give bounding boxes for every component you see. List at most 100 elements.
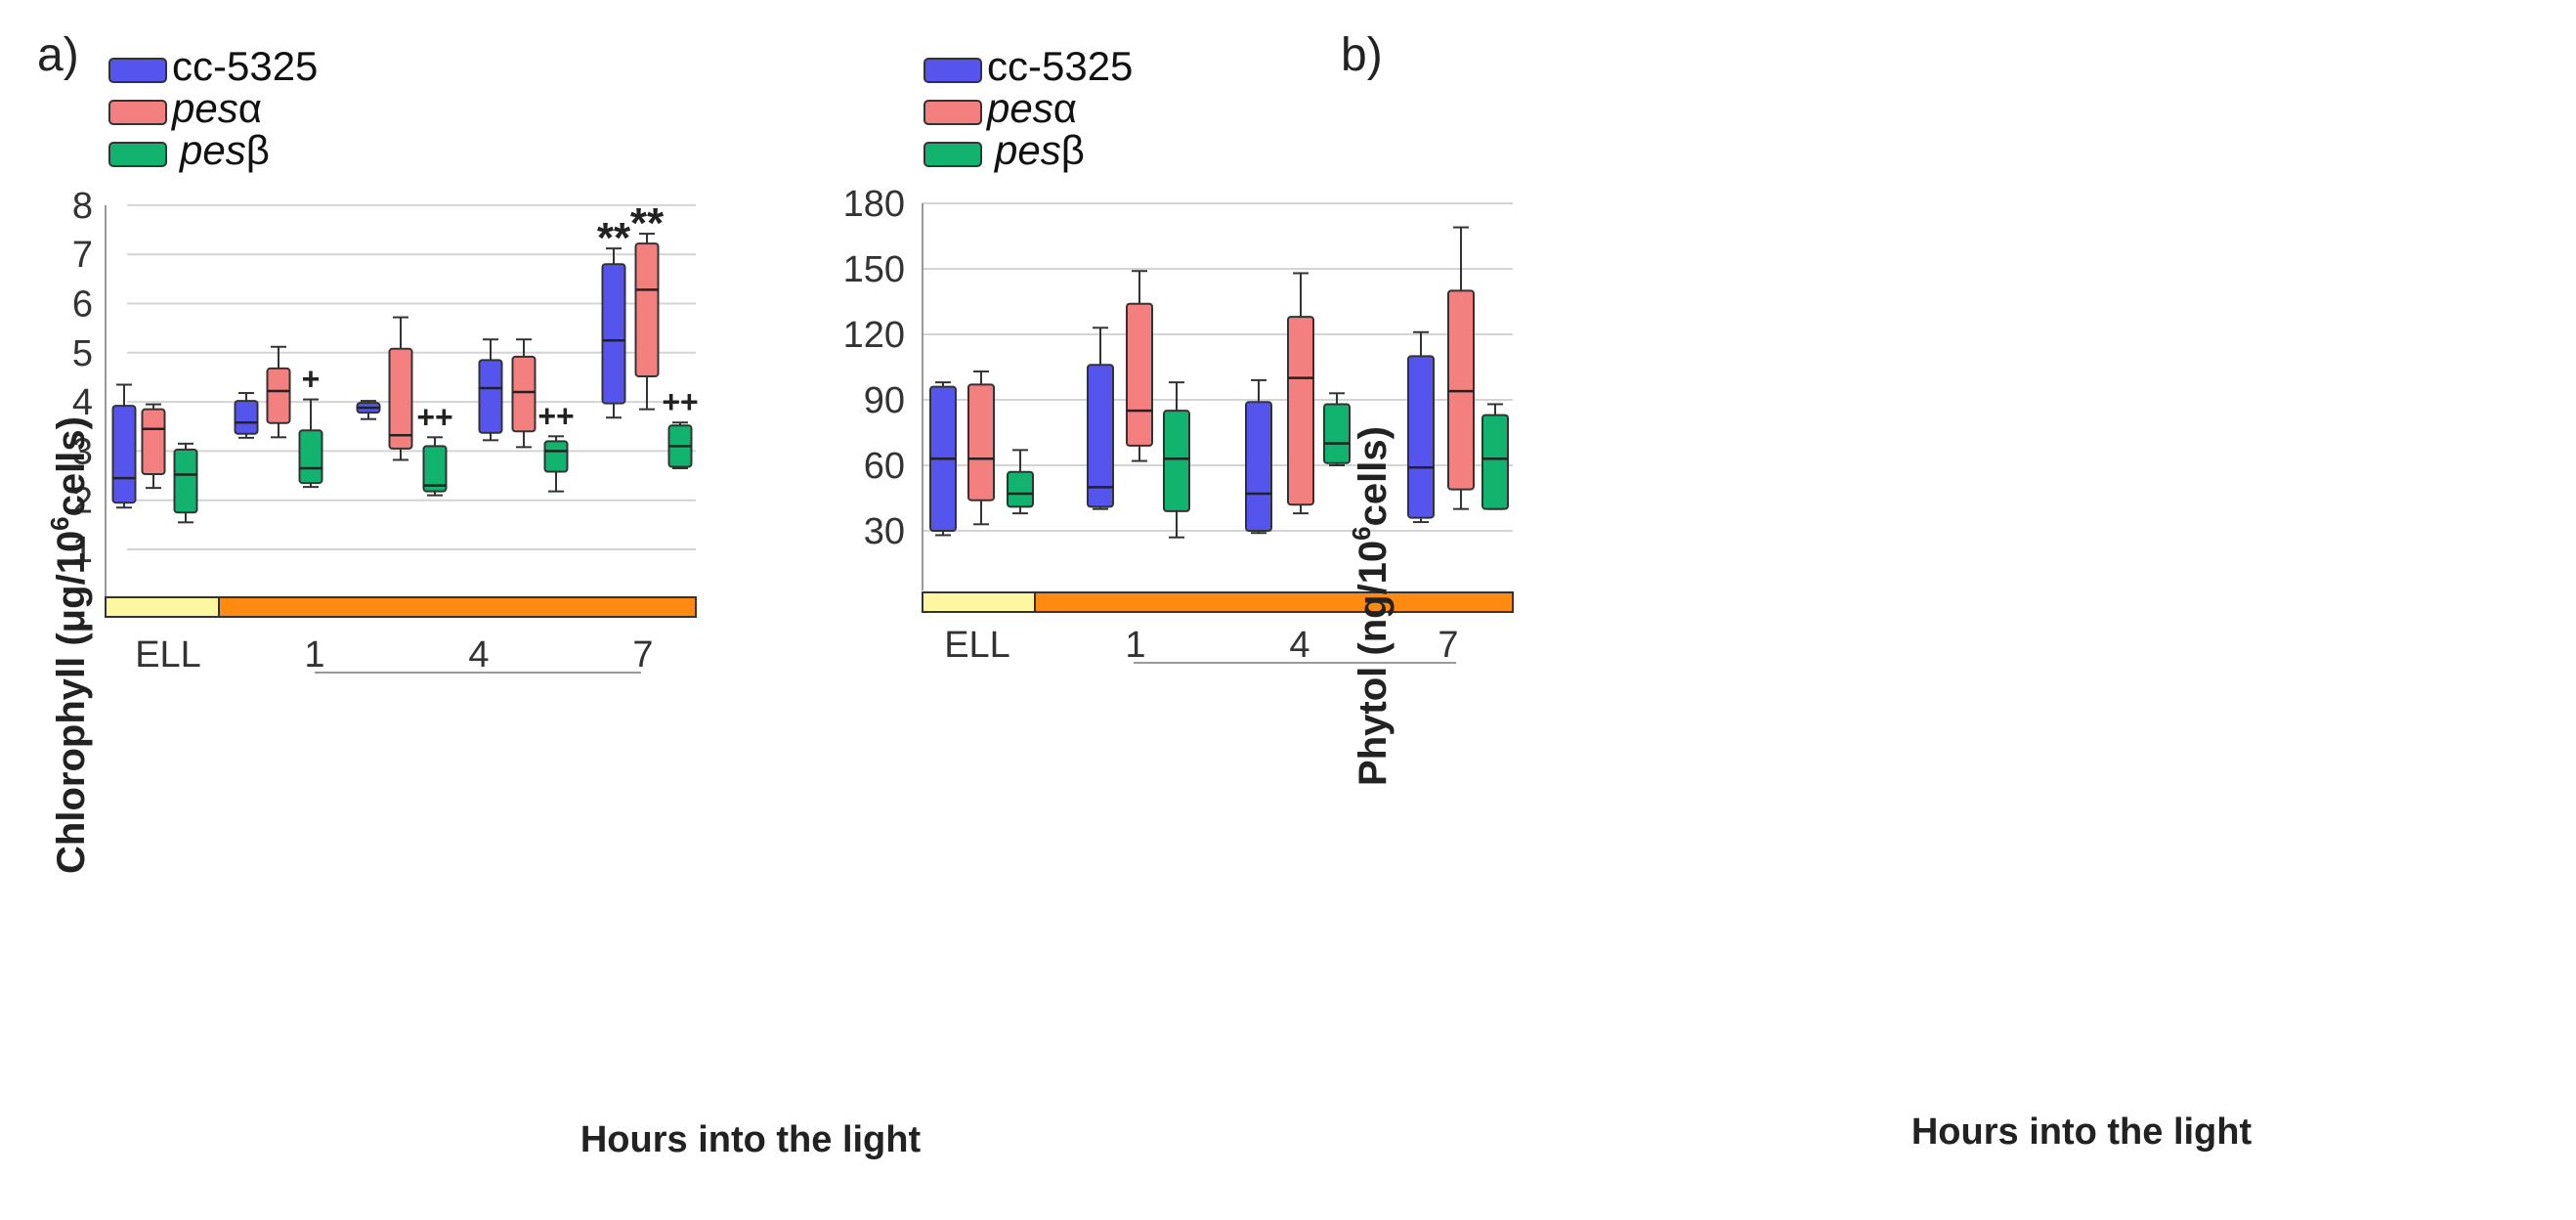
box-body [511,355,537,433]
box-pesa-3 [1447,226,1475,510]
box-body [1481,414,1509,510]
x-category-label: 4 [1289,625,1309,666]
box-body [388,347,413,450]
box-cc5325-3 [1407,330,1435,524]
box-body [298,429,323,485]
x-category-label: 1 [1125,625,1145,666]
box-cc5325-4 [601,247,626,419]
y-tick-label: 2 [72,481,93,522]
box-body [967,383,995,501]
box-body [266,367,291,424]
panel-a-xlabel: Hours into the light [580,1119,922,1160]
box-cc5325-3 [478,338,503,442]
box-body [1126,302,1153,447]
legend-label-greek: α [238,85,262,131]
legend-label-2: pesβ [993,127,1085,173]
panel-b-ylabel-sup: 6 [1347,526,1376,540]
panel-b-ylabel-main: Phytol (ng/10 [1352,541,1395,786]
panel-a-ylabel-tail: cells) [50,416,93,516]
significance-annotation: + [302,362,321,397]
box-pesa-0 [967,370,995,526]
legend-label-base: pes [178,127,246,173]
box-pesa-3 [511,338,537,449]
y-tick-label: 6 [72,284,93,326]
box-cc5325-0 [111,383,137,509]
legend-swatch-0 [108,58,167,83]
legend-label-1: pesα [170,85,262,131]
box-body [478,359,503,434]
y-tick-label: 8 [72,186,93,227]
box-body [1163,410,1190,512]
legend-label-base: pes [985,85,1053,131]
legend-label-0: cc-5325 [987,43,1133,89]
panel-a-ylabel: Chlorophyll (μg/106cells) [45,416,93,874]
x-category-label: ELL [135,634,201,675]
box-pesa-0 [141,403,166,490]
panel-b-ylabel: Phytol (ng/106cells) [1347,426,1395,786]
x-category-label: 7 [632,634,653,675]
significance-annotation: ** [597,214,631,262]
y-tick-label: 1 [72,530,93,571]
ell-strip [922,591,1036,613]
box-pesb-1 [1163,381,1190,539]
box-pesb-1 [298,398,323,489]
box-pesa-4 [634,233,660,411]
legend-label-base: pes [170,85,238,131]
legend-label-greek: β [246,127,270,173]
legend-swatch-0 [923,58,982,83]
panel-b-ylabel-tail: cells) [1352,426,1395,526]
legend-label-1: pesα [985,85,1077,131]
x-category-label: ELL [944,625,1010,666]
box-pesa-2 [1287,272,1314,515]
box-cc5325-1 [1087,327,1114,510]
light-strip [1034,591,1514,613]
legend-label-base: pes [993,127,1061,173]
box-body [173,448,198,514]
box-body [1323,403,1351,464]
y-tick-label: 30 [864,511,905,552]
significance-annotation: ++ [416,399,452,434]
y-tick-label: 4 [72,382,93,423]
ell-strip [105,596,220,618]
box-pesb-2 [422,436,448,497]
significance-annotation: ++ [537,398,574,433]
box-body [543,440,569,473]
legend-swatch-1 [108,100,167,125]
y-tick-label: 90 [864,380,905,421]
legend-label-0: cc-5325 [172,43,318,89]
y-tick-label: 60 [864,446,905,487]
legend-label-greek: α [1053,85,1077,131]
y-tick-label: 3 [72,431,93,472]
plot-b: 30 60 90 120 150 180 ELL 1 4 7 [843,184,1514,666]
box-pesa-1 [1126,270,1153,462]
significance-annotation: ++ [662,384,698,419]
legend-label-greek: β [1061,127,1085,173]
box-cc5325-1 [234,392,259,439]
box-cc5325-2 [356,400,381,420]
x-category-label: 7 [1438,625,1458,666]
box-pesa-2 [388,316,413,461]
panel-b-label: b) [1341,29,1383,81]
box-pesb-3 [543,435,569,493]
y-tick-label: 120 [843,315,905,356]
legend-label-2: pesβ [178,127,270,173]
x-category-label: 1 [304,634,324,675]
box-pesb-4 [667,421,693,470]
y-tick-label: 7 [72,235,93,276]
legend-swatch-1 [923,100,982,125]
legend-swatch-2 [923,142,982,167]
box-pesb-0 [1007,449,1034,515]
legend-label-base: cc-5325 [172,43,318,89]
y-tick-label: 180 [843,184,905,225]
panel-a-ylabel-sup: 6 [45,516,74,530]
box-pesa-1 [266,345,291,439]
box-pesb-0 [173,442,198,524]
legend-swatch-2 [108,142,167,167]
box-body [634,242,660,377]
